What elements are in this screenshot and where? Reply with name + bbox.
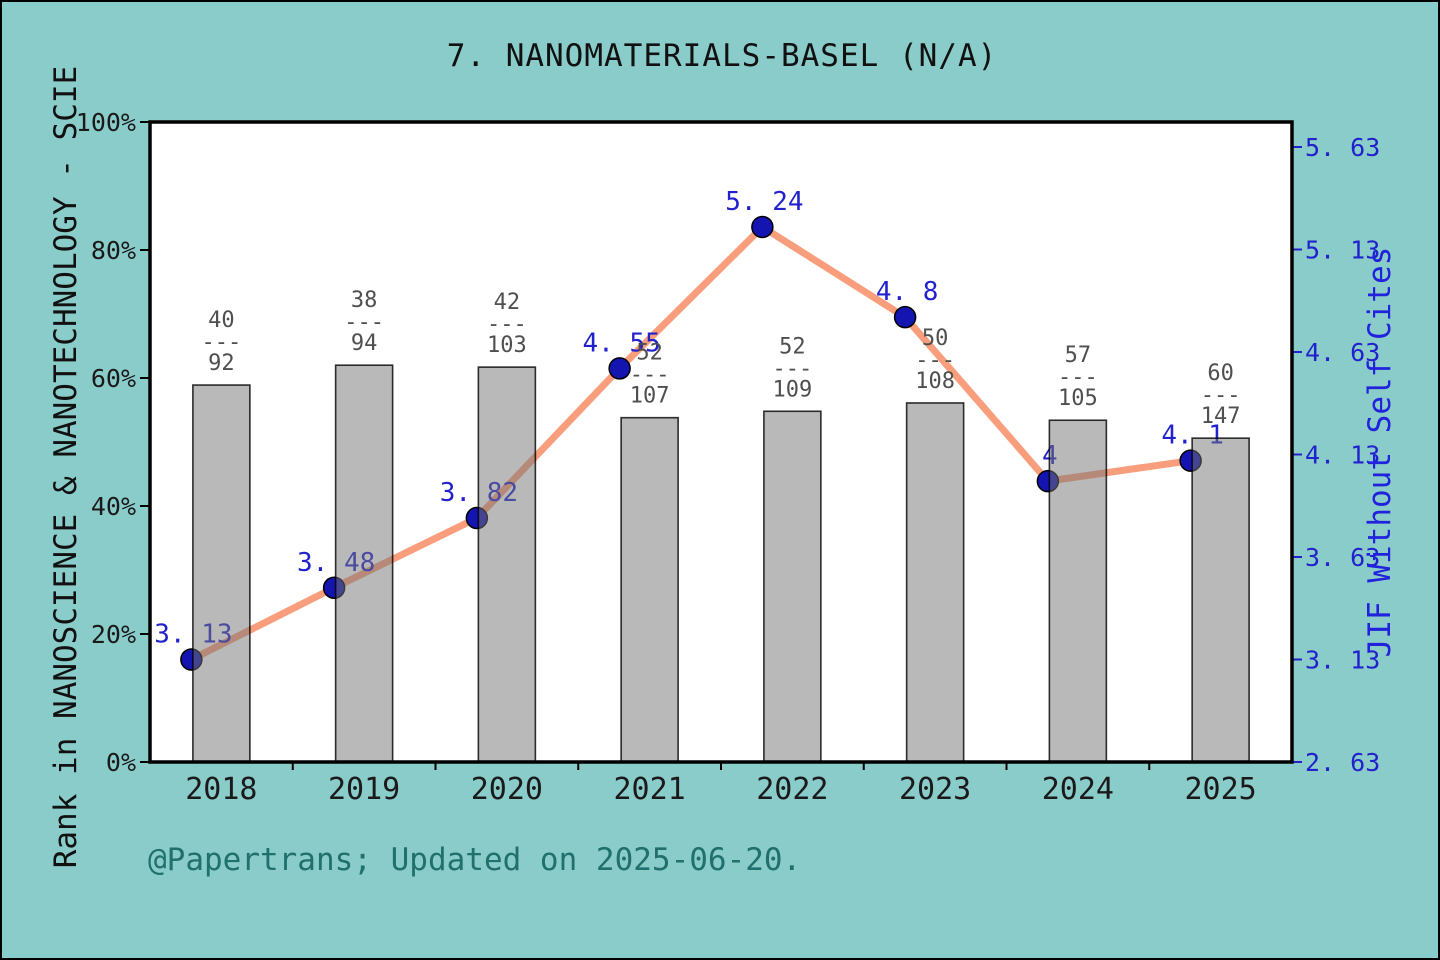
chart-title: 7. NANOMATERIALS-BASEL (N/A): [446, 38, 998, 74]
rank-fraction-label: ---: [202, 330, 242, 355]
left-tick-label: 100%: [76, 108, 136, 137]
rank-bar: [905, 402, 965, 763]
right-tick-label: 5. 13: [1305, 236, 1380, 265]
rank-fraction-label: 57: [1065, 343, 1092, 368]
rank-bar: [334, 364, 394, 763]
year-tick-label: 2022: [756, 772, 828, 807]
jif-point: [608, 357, 631, 380]
rank-fraction-label: 105: [1058, 386, 1098, 411]
year-tick-label: 2024: [1042, 772, 1114, 807]
jif-point: [893, 305, 917, 329]
rank-fraction-label: 147: [1201, 404, 1241, 429]
plot-area: [150, 122, 1292, 762]
rank-bar: [192, 384, 251, 763]
year-tick-label: 2018: [185, 772, 257, 807]
rank-fraction-label: 52: [636, 341, 663, 366]
rank-fraction-label: 109: [773, 377, 813, 402]
rank-fraction-label: 40: [208, 308, 235, 333]
jif-point-label: 5. 24: [725, 187, 803, 217]
right-tick-label: 4. 13: [1305, 441, 1380, 470]
rank-fraction-label: 92: [208, 351, 235, 376]
rank-fraction-label: ---: [1058, 365, 1098, 390]
rank-bar: [1048, 419, 1108, 763]
rank-bar: [620, 416, 679, 763]
rank-fraction-label: 42: [494, 290, 521, 315]
jif-point: [751, 215, 774, 239]
rank-fraction-label: 50: [922, 326, 949, 351]
rank-fraction-label: ---: [915, 348, 955, 373]
jif-point-label: 4. 8: [876, 277, 939, 307]
rank-bar: [1191, 437, 1250, 763]
rank-fraction-label: ---: [630, 363, 670, 388]
rank-fraction-label: ---: [344, 310, 384, 335]
year-tick-label: 2025: [1185, 772, 1257, 807]
rank-fraction-label: 94: [351, 331, 378, 356]
right-tick-label: 3. 63: [1305, 543, 1380, 572]
rank-fraction-label: ---: [487, 312, 527, 337]
right-axis-title: JIF Without Self Cites: [1362, 246, 1398, 658]
year-tick-label: 2023: [899, 772, 971, 807]
left-tick-label: 80%: [91, 236, 136, 265]
rank-fraction-label: 108: [915, 369, 955, 394]
plot-border: [148, 120, 1294, 764]
left-tick-label: 60%: [91, 364, 136, 393]
rank-fraction-label: 60: [1207, 361, 1234, 386]
right-tick-label: 5. 63: [1305, 133, 1380, 162]
credit-line: @Papertrans; Updated on 2025-06-20.: [148, 842, 802, 878]
right-tick-label: 2. 63: [1305, 748, 1380, 777]
rank-bar: [763, 410, 822, 763]
rank-fraction-label: 52: [779, 334, 806, 359]
jif-point-label: 4. 55: [582, 328, 660, 358]
left-tick-label: 0%: [106, 748, 136, 777]
right-tick-label: 4. 63: [1305, 338, 1380, 367]
rank-fraction-label: ---: [773, 356, 813, 381]
year-tick-label: 2020: [471, 772, 543, 807]
rank-fraction-label: 38: [351, 288, 378, 313]
left-tick-label: 20%: [91, 620, 136, 649]
rank-fraction-label: ---: [1201, 383, 1241, 408]
rank-fraction-label: 103: [487, 333, 527, 358]
rank-fraction-label: 107: [630, 384, 670, 409]
left-tick-label: 40%: [91, 492, 136, 521]
right-tick-label: 3. 13: [1305, 646, 1380, 675]
year-tick-label: 2021: [614, 772, 686, 807]
rank-bar: [477, 366, 537, 763]
year-tick-label: 2019: [328, 772, 400, 807]
left-axis-title: Rank in NANOSCIENCE & NANOTECHNOLOGY - S…: [48, 65, 84, 869]
